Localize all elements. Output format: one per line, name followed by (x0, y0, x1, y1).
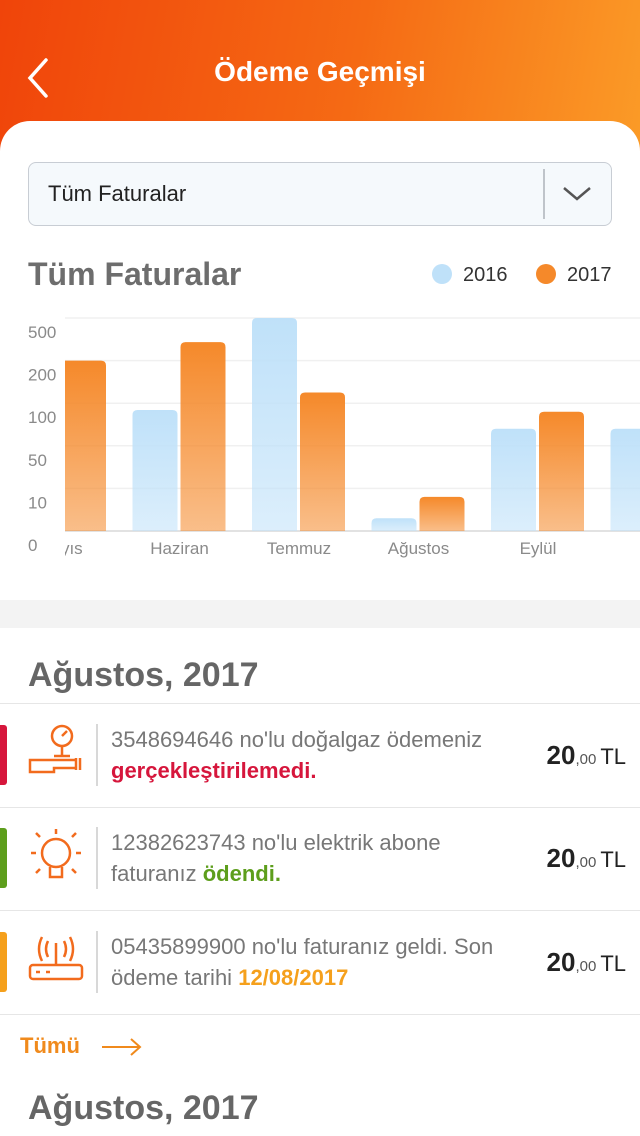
separator (0, 600, 640, 628)
amount: 20 (546, 843, 576, 873)
bill-row[interactable]: 12382623743 no'lu elektrik abone faturan… (0, 807, 640, 911)
y-tick-label: 10 (28, 493, 47, 512)
bill-status: 12/08/2017 (238, 965, 349, 990)
link-text: Tümü (20, 1033, 80, 1058)
y-tick-label: 100 (28, 408, 56, 427)
electric-icon (31, 829, 81, 879)
content-card (0, 121, 640, 1136)
section-title: Ağustos, 2017 (28, 1089, 259, 1127)
bill-amount: 20,00 TL (547, 740, 626, 771)
legend: 2016 2017 (432, 264, 612, 286)
back-button[interactable] (24, 56, 54, 100)
bill-text: 12382623743 no'lu elektrik abone faturan… (111, 827, 511, 889)
bar (252, 318, 297, 531)
y-tick-label: 200 (28, 366, 56, 385)
bill-row[interactable]: 05435899900 no'lu faturanız geldi. Son ö… (0, 911, 640, 1015)
filter-value: Tüm Faturalar (48, 181, 187, 206)
x-tick-label: Mayıs (37, 539, 82, 558)
amount-decimals: ,00 (575, 854, 597, 871)
bill-row[interactable]: 3548694646 no'lu doğalgaz ödemeniz gerçe… (0, 703, 640, 808)
y-tick-label: 0 (28, 536, 37, 555)
bill-amount: 20,00 TL (547, 843, 626, 874)
bill-amount: 20,00 TL (547, 947, 626, 978)
x-tick-label: Temmuz (267, 539, 331, 558)
bar (371, 518, 417, 531)
filter-dropdown[interactable] (28, 162, 612, 226)
bill-text: 3548694646 no'lu doğalgaz ödemeniz gerçe… (111, 724, 511, 786)
bill-description: 12382623743 no'lu elektrik abone faturan… (111, 830, 441, 886)
bill-text: 05435899900 no'lu faturanız geldi. Son ö… (111, 931, 511, 993)
bill-status: gerçekleştirilemedi. (111, 758, 317, 783)
legend-swatch (432, 264, 452, 284)
x-tick-label: Ağustos (388, 539, 449, 558)
amount: 20 (546, 947, 576, 977)
x-tick-label: Eylül (520, 539, 557, 558)
bar (610, 428, 640, 531)
gas-icon (28, 724, 82, 774)
amount-decimals: ,00 (575, 751, 597, 768)
bar (419, 496, 465, 531)
bar (65, 360, 106, 531)
currency: TL (600, 847, 626, 872)
bill-status: ödendi. (202, 861, 281, 886)
bar (180, 342, 226, 531)
x-tick-label: Haziran (150, 539, 209, 558)
bar (539, 411, 584, 531)
section-title: Ağustos, 2017 (28, 656, 259, 694)
bar (300, 392, 345, 531)
bar (132, 410, 178, 531)
bar (491, 428, 536, 531)
amount: 20 (546, 740, 576, 770)
legend-label: 2016 (463, 264, 508, 286)
bill-description: 05435899900 no'lu faturanız geldi. Son ö… (111, 934, 494, 990)
currency: TL (600, 744, 626, 769)
legend-label: 2017 (567, 264, 612, 286)
amount-decimals: ,00 (575, 958, 597, 975)
router-icon (28, 936, 84, 981)
chart: Mayıs Haziran Temmuz Ağustos Eylül 0 10 50 100 20… (28, 317, 640, 558)
chart-title: Tüm Faturalar (28, 256, 242, 292)
bill-description: 3548694646 no'lu doğalgaz ödemeniz (111, 727, 483, 752)
currency: TL (600, 951, 626, 976)
page-title: Ödeme Geçmişi (214, 56, 426, 87)
legend-swatch (536, 264, 556, 284)
y-tick-label: 500 (28, 323, 56, 342)
y-tick-label: 50 (28, 451, 47, 470)
see-all-link[interactable]: Tümü (20, 1033, 144, 1059)
